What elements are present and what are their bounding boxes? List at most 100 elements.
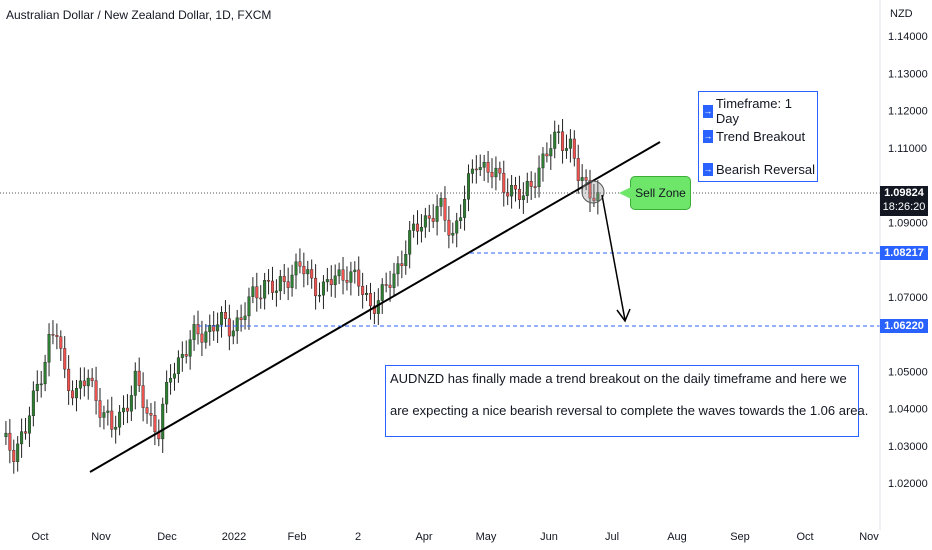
candle-body — [4, 432, 8, 438]
candle — [255, 272, 259, 312]
candle — [396, 256, 400, 287]
candle — [149, 402, 153, 427]
candle-body — [188, 339, 192, 357]
candle-body — [106, 410, 110, 413]
candle — [67, 355, 71, 405]
candle — [443, 186, 447, 233]
y-tick-label: 1.14000 — [888, 31, 928, 43]
candle-body — [482, 161, 486, 168]
candle — [576, 144, 580, 194]
candle-body — [337, 269, 341, 277]
candle — [568, 129, 572, 163]
candle-body — [361, 285, 365, 295]
candle — [584, 169, 588, 191]
candle — [459, 204, 463, 229]
candle-body — [525, 181, 529, 196]
candle-body — [169, 378, 173, 383]
candle-body — [278, 276, 282, 292]
x-tick-label: Nov — [91, 531, 111, 543]
candle — [298, 248, 302, 274]
candle — [63, 336, 67, 379]
candle-body — [294, 261, 298, 276]
candle — [431, 204, 435, 228]
candle — [529, 171, 533, 200]
candle-body — [533, 186, 537, 188]
candle-body — [20, 431, 24, 445]
candle — [98, 387, 102, 428]
candle-body — [71, 390, 75, 399]
candle — [533, 172, 537, 199]
candle — [596, 180, 600, 215]
candle — [31, 381, 35, 427]
x-tick-label: Nov — [859, 531, 879, 543]
candle-body — [404, 254, 408, 266]
candle-body — [39, 383, 43, 386]
candle-body — [423, 215, 427, 228]
candle-body — [365, 293, 369, 295]
info-box[interactable]: → Timeframe: 1 Day → Trend Breakout → Be… — [698, 91, 818, 182]
candle — [274, 279, 278, 307]
x-tick-label: Feb — [288, 531, 307, 543]
sell-zone-circle — [581, 180, 605, 204]
candle-body — [329, 279, 333, 286]
candle-body — [102, 412, 106, 418]
candle-body — [94, 380, 98, 401]
candle — [243, 302, 247, 330]
candle-body — [314, 277, 318, 297]
current-price-tag: 1.09824 18:26:20 — [880, 186, 928, 216]
candle-body — [220, 312, 224, 325]
trend-line[interactable] — [89, 141, 661, 473]
candle — [263, 272, 267, 310]
candle-body — [172, 373, 176, 379]
candle — [439, 192, 443, 217]
candle — [514, 176, 518, 202]
candle-body — [31, 390, 35, 417]
candle — [161, 397, 165, 453]
candle — [333, 264, 337, 298]
candle — [153, 401, 157, 446]
candle — [176, 350, 180, 383]
candle-body — [478, 167, 482, 170]
candle — [251, 277, 255, 304]
candle-body — [82, 380, 86, 387]
candle-body — [384, 284, 388, 286]
candle — [498, 161, 502, 181]
candle-body — [357, 269, 361, 287]
candle — [223, 300, 227, 327]
candles — [4, 118, 600, 474]
chart-title: Australian Dollar / New Zealand Dollar, … — [6, 8, 272, 22]
candle-body — [24, 431, 28, 434]
candle-body — [47, 334, 51, 363]
y-tick-label: 1.03000 — [888, 441, 928, 453]
info-row-breakout: → Trend Breakout — [703, 129, 805, 144]
candle-body — [223, 312, 227, 319]
candle — [392, 262, 396, 297]
candle — [39, 370, 43, 398]
candle — [133, 362, 137, 410]
candle — [423, 207, 427, 238]
analysis-note[interactable]: AUDNZD has finally made a trend breakout… — [385, 365, 868, 437]
candle — [71, 380, 75, 406]
candle-body — [486, 161, 490, 173]
candle — [282, 263, 286, 295]
candle — [302, 252, 306, 288]
candle — [494, 156, 498, 191]
x-tick-label: 2022 — [222, 531, 246, 543]
candle — [94, 366, 98, 415]
sell-zone-callout[interactable]: Sell Zone — [619, 176, 691, 210]
candle — [180, 341, 184, 372]
candle-body — [180, 354, 184, 358]
price-axis: 1.14000 1.13000 1.12000 1.11000 1.09000 1.070… — [888, 31, 928, 490]
candle-body — [541, 153, 545, 169]
candle — [572, 130, 576, 167]
candle — [376, 288, 380, 325]
candle-body — [549, 148, 553, 157]
candle — [404, 240, 408, 275]
candle — [337, 262, 341, 285]
candle — [235, 309, 239, 344]
current-price-value: 1.09824 — [884, 187, 924, 199]
candle-body — [259, 297, 263, 300]
y-tick-label: 1.04000 — [888, 404, 928, 416]
candle-body — [392, 273, 396, 288]
